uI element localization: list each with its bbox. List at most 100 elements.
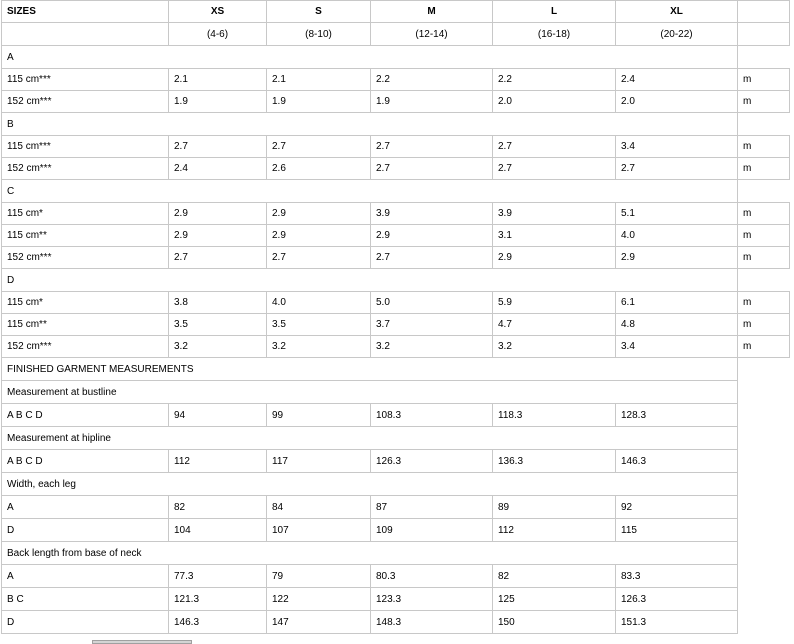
empty-cell xyxy=(737,0,790,23)
yardage-value: 2.9 xyxy=(266,202,371,225)
yardage-value: 2.1 xyxy=(168,68,267,91)
unit-label: m xyxy=(737,313,790,336)
fabric-width: 115 cm* xyxy=(1,202,169,225)
view-label: A xyxy=(1,45,738,69)
yardage-value: 2.7 xyxy=(266,135,371,158)
measurement-value: 125 xyxy=(492,587,616,611)
yardage-value: 3.5 xyxy=(266,313,371,336)
horizontal-scrollbar[interactable] xyxy=(92,640,192,644)
yardage-value: 2.7 xyxy=(492,157,616,180)
yardage-value: 3.2 xyxy=(370,335,493,358)
yardage-value: 2.9 xyxy=(168,224,267,247)
measurement-value: 79 xyxy=(266,564,371,588)
measurement-header-row: Measurement at hipline xyxy=(1,426,790,450)
yardage-value: 2.9 xyxy=(370,224,493,247)
measurement-header-row: Measurement at bustline xyxy=(1,380,790,404)
unit-label: m xyxy=(737,68,790,91)
size-name: S xyxy=(266,0,371,23)
size-name: XS xyxy=(168,0,267,23)
table-row: 115 cm*** 2.1 2.1 2.2 2.2 2.4 m xyxy=(1,68,790,91)
measurement-value: 80.3 xyxy=(370,564,493,588)
yardage-value: 3.1 xyxy=(492,224,616,247)
measurement-value: 77.3 xyxy=(168,564,267,588)
yardage-value: 2.4 xyxy=(168,157,267,180)
size-range: (20-22) xyxy=(615,22,738,46)
measurement-value: 94 xyxy=(168,403,267,427)
finished-title-row: FINISHED GARMENT MEASUREMENTS xyxy=(1,357,790,381)
view-header-row: B xyxy=(1,112,790,136)
section-title: FINISHED GARMENT MEASUREMENTS xyxy=(1,357,738,381)
fabric-width: 115 cm*** xyxy=(1,68,169,91)
view-header-row: A xyxy=(1,45,790,69)
header-row-ranges: (4-6) (8-10) (12-14) (16-18) (20-22) xyxy=(1,22,790,46)
yardage-value: 4.8 xyxy=(615,313,738,336)
view-label: B C xyxy=(1,587,169,611)
yardage-value: 1.9 xyxy=(168,90,267,113)
measurement-value: 150 xyxy=(492,610,616,634)
table-row: A B C D 112 117 126.3 136.3 146.3 xyxy=(1,449,790,473)
fabric-width: 115 cm** xyxy=(1,313,169,336)
table-row: 152 cm*** 1.9 1.9 1.9 2.0 2.0 m xyxy=(1,90,790,113)
fabric-width: 152 cm*** xyxy=(1,90,169,113)
yardage-value: 4.0 xyxy=(266,291,371,314)
view-label: A xyxy=(1,564,169,588)
fabric-width: 152 cm*** xyxy=(1,157,169,180)
yardage-value: 2.2 xyxy=(370,68,493,91)
view-header-row: D xyxy=(1,268,790,292)
table-row: 115 cm*** 2.7 2.7 2.7 2.7 3.4 m xyxy=(1,135,790,158)
measurement-value: 128.3 xyxy=(615,403,738,427)
yardage-value: 2.7 xyxy=(370,157,493,180)
table-row: 115 cm** 3.5 3.5 3.7 4.7 4.8 m xyxy=(1,313,790,336)
measurement-value: 104 xyxy=(168,518,267,542)
view-label: D xyxy=(1,518,169,542)
yardage-value: 3.4 xyxy=(615,335,738,358)
measurement-value: 87 xyxy=(370,495,493,519)
measurement-header-row: Back length from base of neck xyxy=(1,541,790,565)
yardage-value: 2.7 xyxy=(370,135,493,158)
measurement-value: 82 xyxy=(168,495,267,519)
measurement-value: 147 xyxy=(266,610,371,634)
fabric-width: 152 cm*** xyxy=(1,335,169,358)
view-header-row: C xyxy=(1,179,790,203)
view-label: D xyxy=(1,268,738,292)
table-row: A B C D 94 99 108.3 118.3 128.3 xyxy=(1,403,790,427)
yardage-value: 2.7 xyxy=(266,246,371,269)
measurement-label: Measurement at bustline xyxy=(1,380,738,404)
table-row: D 104 107 109 112 115 xyxy=(1,518,790,542)
measurement-value: 117 xyxy=(266,449,371,473)
measurement-value: 121.3 xyxy=(168,587,267,611)
size-name: M xyxy=(370,0,493,23)
yardage-value: 2.7 xyxy=(615,157,738,180)
unit-label: m xyxy=(737,157,790,180)
yardage-value: 3.8 xyxy=(168,291,267,314)
yardage-value: 4.0 xyxy=(615,224,738,247)
measurement-value: 107 xyxy=(266,518,371,542)
yardage-value: 3.9 xyxy=(370,202,493,225)
table-row: 115 cm** 2.9 2.9 2.9 3.1 4.0 m xyxy=(1,224,790,247)
measurement-value: 118.3 xyxy=(492,403,616,427)
measurement-value: 89 xyxy=(492,495,616,519)
yardage-value: 6.1 xyxy=(615,291,738,314)
fabric-width: 115 cm*** xyxy=(1,135,169,158)
measurement-value: 83.3 xyxy=(615,564,738,588)
yardage-value: 2.0 xyxy=(615,90,738,113)
unit-label: m xyxy=(737,224,790,247)
fabric-width: 152 cm*** xyxy=(1,246,169,269)
measurement-value: 84 xyxy=(266,495,371,519)
size-range: (4-6) xyxy=(168,22,267,46)
size-chart-table: SIZES XS S M L XL (4-6) (8-10) (12-14) (16-18) (20… xyxy=(1,0,790,634)
measurement-value: 112 xyxy=(168,449,267,473)
yardage-value: 5.1 xyxy=(615,202,738,225)
size-name: L xyxy=(492,0,616,23)
yardage-value: 2.2 xyxy=(492,68,616,91)
unit-label: m xyxy=(737,90,790,113)
yardage-value: 3.5 xyxy=(168,313,267,336)
empty-cell xyxy=(1,22,169,46)
table-row: 115 cm* 2.9 2.9 3.9 3.9 5.1 m xyxy=(1,202,790,225)
yardage-value: 2.7 xyxy=(168,135,267,158)
measurement-value: 123.3 xyxy=(370,587,493,611)
measurement-label: Measurement at hipline xyxy=(1,426,738,450)
yardage-value: 2.9 xyxy=(168,202,267,225)
yardage-value: 3.2 xyxy=(266,335,371,358)
yardage-value: 3.7 xyxy=(370,313,493,336)
